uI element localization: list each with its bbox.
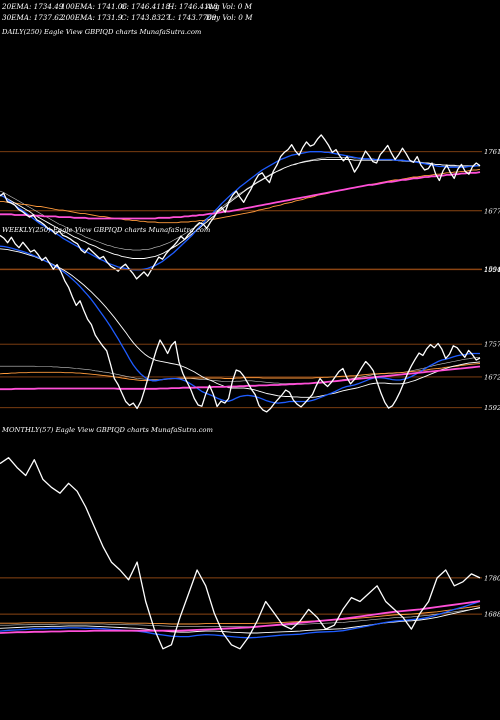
- weekly-ema200-line: [0, 365, 481, 391]
- weekly-ema20-line: [0, 245, 480, 404]
- daily-extra-line: [0, 157, 480, 251]
- daily-level-label-1761: 1761: [484, 148, 500, 156]
- daily-level-label-1594: 1594: [484, 266, 500, 274]
- weekly-ema100-line: [0, 363, 481, 381]
- monthly-level-label-1688: 1688: [484, 611, 500, 619]
- weekly-level-label-1951: 1951: [484, 266, 500, 274]
- monthly-level-label-1780: 1780: [484, 574, 500, 582]
- weekly-price-line: [0, 234, 481, 413]
- header-avg-vol: Avg Vol: 0 M: [205, 2, 253, 11]
- header-20ema: 20EMA: 1734.49: [1, 2, 64, 11]
- weekly-panel: 1951 1757 1672 1592 WEEKLY(250) Eagle View G…: [0, 226, 500, 413]
- daily-level-label-1677: 1677: [484, 207, 500, 215]
- header-close: C: 1746.4118: [121, 2, 171, 11]
- header-close-2: C: 1743.8327: [121, 13, 171, 22]
- header-day-vol: Day Vol: 0 M: [205, 13, 253, 22]
- header-200ema: 200EMA: 1731.9: [60, 13, 123, 22]
- monthly-panel: MONTHLY(57) Eagle View GBPIQD charts Mun…: [0, 426, 500, 650]
- header-high: H: 1746.4118: [167, 2, 218, 11]
- daily-ema200-line: [0, 171, 481, 220]
- monthly-ema200-line: [0, 600, 481, 634]
- weekly-level-label-1757: 1757: [484, 341, 500, 349]
- weekly-level-label-1592: 1592: [484, 404, 500, 412]
- daily-panel-title: DAILY(250) Eagle View GBPIQD charts Muna…: [1, 28, 201, 36]
- header-30ema: 30EMA: 1737.62: [2, 13, 64, 22]
- header-low: L: 1743.7769: [167, 13, 217, 22]
- monthly-price-line: [0, 457, 481, 650]
- header-100ema: 100EMA: 1741.06: [61, 2, 127, 11]
- monthly-ema20-line: [0, 600, 481, 639]
- monthly-ema30-line: [0, 606, 481, 634]
- weekly-level-label-1672: 1672: [484, 373, 500, 381]
- daily-panel: DAILY(250) Eagle View GBPIQD charts Muna…: [0, 28, 500, 280]
- header-line-2: 30EMA: 1737.62 200EMA: 1731.9 C: 1743.83…: [2, 13, 253, 22]
- weekly-panel-title: WEEKLY(250) Eagle View GBPIQD charts Mun…: [2, 226, 210, 234]
- header-line-1: 20EMA: 1734.49 100EMA: 1741.06 C: 1746.4…: [1, 2, 253, 11]
- monthly-panel-title: MONTHLY(57) Eagle View GBPIQD charts Mun…: [1, 426, 213, 434]
- daily-price-line: [0, 134, 481, 280]
- monthly-extra-line: [0, 607, 481, 628]
- weekly-ema30-line: [0, 248, 481, 398]
